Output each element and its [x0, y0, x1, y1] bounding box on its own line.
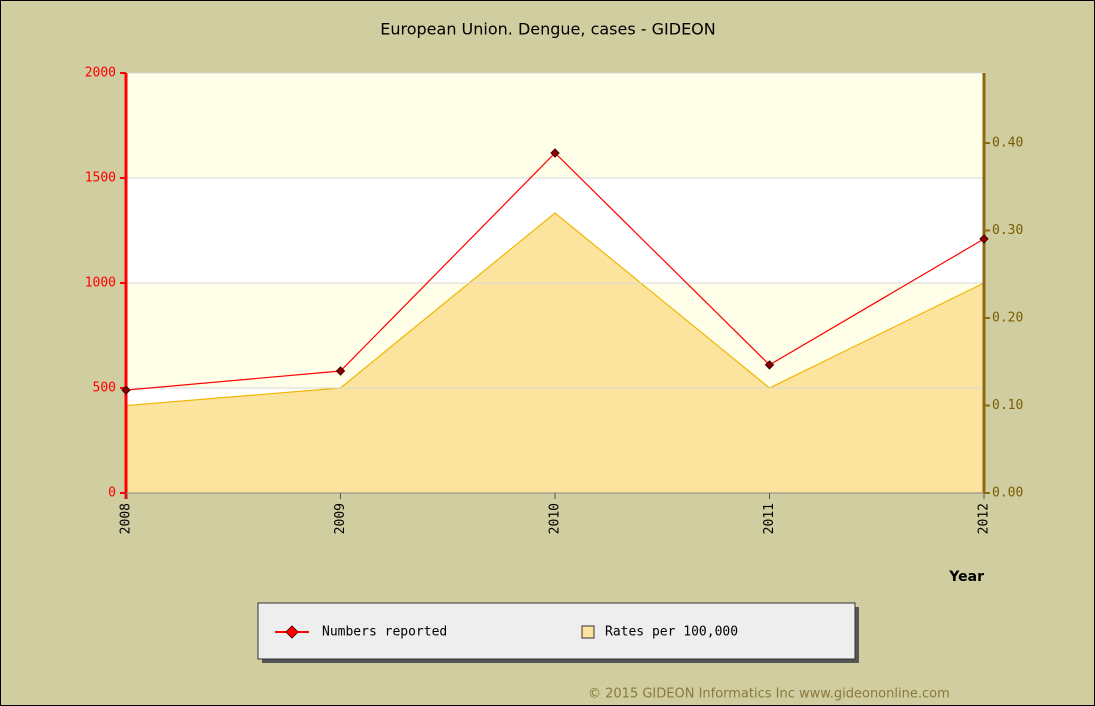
y-tick-label: 1500 [85, 171, 116, 186]
chart-title: European Union. Dengue, cases - GIDEON [380, 20, 715, 39]
area [126, 213, 984, 493]
legend-marker [285, 625, 299, 639]
x-tick-label: 2008 [119, 503, 134, 534]
y-tick-label: 500 [93, 381, 116, 396]
y-tick-label: 0 [108, 486, 116, 501]
marker [764, 360, 775, 370]
y-tick-label: 2000 [85, 66, 116, 81]
y2-tick-label: 0.30 [992, 223, 1023, 238]
x-tick-label: 2009 [333, 503, 348, 534]
legend-label: Numbers reported [322, 625, 447, 640]
x-tick-label: 2010 [548, 503, 563, 534]
x-tick-label: 2011 [762, 503, 777, 534]
footer: © 2015 GIDEON Informatics Inc www.gideon… [588, 687, 950, 702]
marker [979, 234, 989, 244]
legend-swatch [581, 625, 595, 639]
y-tick-label: 1000 [85, 276, 116, 291]
marker [335, 366, 346, 376]
legend-items: Numbers reported Rates per 100,000 [275, 625, 738, 640]
y2-tick-label: 0.20 [992, 311, 1023, 326]
legend-label: Rates per 100,000 [605, 625, 738, 640]
y2-tick-label: 0.10 [992, 398, 1023, 413]
marker [121, 385, 131, 395]
x-axis-label: Year [948, 569, 984, 585]
marker [550, 148, 560, 158]
x-tick-label: 2012 [977, 503, 992, 534]
legend [257, 602, 856, 660]
grid-band [126, 73, 984, 178]
area-edge [125, 212, 985, 407]
y2-tick-label: 0.40 [992, 136, 1023, 151]
y2-tick-label: 0.00 [992, 486, 1023, 501]
